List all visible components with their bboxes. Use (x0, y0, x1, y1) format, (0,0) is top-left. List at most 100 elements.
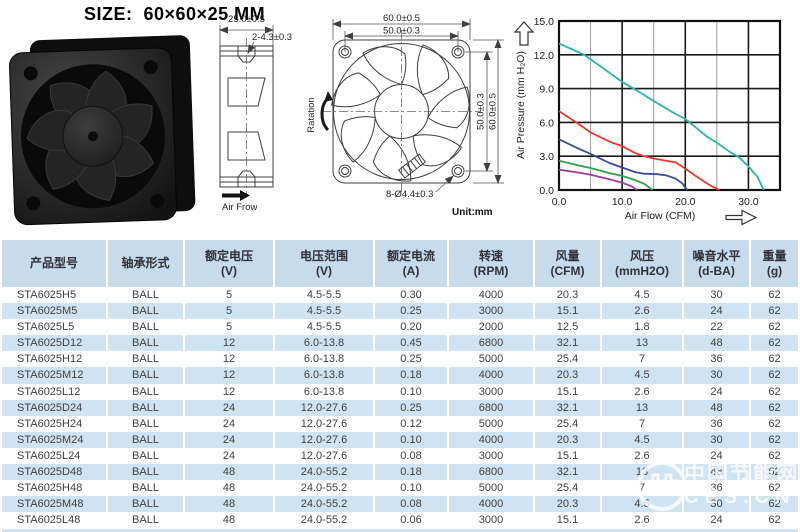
table-cell: 24 (185, 415, 273, 432)
table-cell: 0.10 (375, 480, 447, 497)
table-row: STA6025H12 BALL 12 6.0-13.8 0.25 5000 25.4 7 36 6… (2, 351, 798, 368)
model-cell: STA6025H5 (2, 287, 106, 304)
table-row: STA6025D48 BALL 48 24.0-55.2 0.18 6800 32.1 13 4… (2, 464, 798, 481)
column-header: 额定电压 (V) (185, 240, 273, 287)
front-hole-pitch-v-dim: 50.0±0.3 (476, 93, 487, 130)
table-cell: 4.5-5.5 (275, 287, 373, 304)
table-cell: 48 (185, 480, 273, 497)
series-curve-red (558, 110, 720, 191)
table-cell: BALL (108, 367, 183, 384)
table-cell: 36 (684, 415, 749, 432)
table-cell: 7 (602, 351, 682, 368)
table-cell: 48 (684, 335, 749, 352)
column-header: 噪音水平 (d-BA) (684, 240, 749, 287)
table-cell: 62 (751, 447, 798, 465)
tick-label: 3.0 (539, 151, 554, 163)
side-notch-dim: 2-4.3±0.3 (252, 32, 292, 43)
model-cell: STA6025D48 (2, 464, 106, 481)
front-outer-width-dim: 60.0±0.5 (383, 13, 420, 24)
model-cell: STA6025M48 (2, 496, 106, 513)
table-cell: 3000 (449, 447, 533, 465)
table-row: STA6025M12 BALL 12 6.0-13.8 0.18 4000 20.3 4.5 3… (2, 367, 798, 384)
table-row: STA6025M48 BALL 48 24.0-55.2 0.08 4000 20.3 4.5… (2, 496, 798, 513)
table-cell: 36 (684, 351, 749, 368)
table-row: STA6025H24 BALL 24 12.0-27.6 0.12 5000 25.4 7 36… (2, 415, 798, 432)
table-cell: 6.0-13.8 (275, 351, 373, 368)
side-view-drawing: 25.0±0.5 2-4.3±0.3 Air Frow (219, 14, 292, 213)
table-cell: BALL (108, 399, 183, 416)
table-cell: BALL (108, 351, 183, 368)
column-header: 风量 (CFM) (535, 240, 600, 287)
table-cell: BALL (108, 447, 183, 465)
table-cell: 62 (751, 303, 798, 320)
y-axis-label: Air Pressure (mm H₂O) (515, 51, 527, 159)
table-cell: 62 (751, 415, 798, 432)
table-cell: BALL (108, 431, 183, 448)
table-cell: 32.1 (535, 464, 600, 481)
table-cell: 7 (602, 480, 682, 497)
table-cell: BALL (108, 480, 183, 497)
table-cell: 4.5 (602, 431, 682, 448)
column-header: 转速 (RPM) (449, 240, 533, 287)
model-cell: STA6025D12 (2, 335, 106, 352)
table-cell: 0.08 (375, 496, 447, 513)
column-header: 重量 (g) (751, 240, 798, 287)
model-cell: STA6025H48 (2, 480, 106, 497)
table-cell: 5 (185, 303, 273, 320)
table-cell: 4.5 (602, 367, 682, 384)
side-thickness-dim: 25.0±0.5 (228, 14, 265, 25)
table-cell: 4000 (449, 496, 533, 513)
table-cell: 20.3 (535, 431, 600, 448)
rotation-arrow-icon (324, 91, 333, 102)
table-cell: 6800 (449, 399, 533, 416)
table-cell: 24 (185, 447, 273, 465)
table-cell: 4000 (449, 367, 533, 384)
table-cell: 24.0-55.2 (275, 480, 373, 497)
table-cell: 36 (684, 480, 749, 497)
table-cell: 5000 (449, 415, 533, 432)
table-cell: 20.3 (535, 367, 600, 384)
table-cell: 30 (684, 431, 749, 448)
spec-table: 产品型号 轴承形式 额定电压 (V) 电压范围 (V) 额定电流 (A) 转速 (RPM) 风量 (C… (0, 240, 800, 529)
table-cell: 2.6 (602, 303, 682, 320)
table-cell: 62 (751, 367, 798, 384)
table-cell: BALL (108, 512, 183, 529)
table-cell: 0.25 (375, 399, 447, 416)
model-cell: STA6025L5 (2, 319, 106, 336)
table-cell: 2.6 (602, 447, 682, 465)
table-header-row: 产品型号 轴承形式 额定电压 (V) 电压范围 (V) 额定电流 (A) 转速 (RPM) 风量 (C… (2, 240, 798, 287)
performance-chart: 0.0 10.0 20.0 30.0 0.0 3.0 6.0 9.0 12.0 15.0 Air … (512, 0, 800, 230)
table-cell: 62 (751, 464, 798, 481)
table-cell: 12.5 (535, 319, 600, 336)
table-cell: 12.0-27.6 (275, 431, 373, 448)
table-cell: 22 (684, 319, 749, 336)
table-cell: 12 (185, 367, 273, 384)
table-cell: 12.0-27.6 (275, 447, 373, 465)
table-cell: BALL (108, 383, 183, 400)
table-cell: 62 (751, 383, 798, 400)
table-cell: 62 (751, 496, 798, 513)
table-cell: 62 (751, 319, 798, 336)
table-cell: 30 (684, 367, 749, 384)
front-view-drawing: 60.0±0.5 50.0±0.3 Ratation (306, 13, 504, 218)
table-row: STA6025L5 BALL 5 4.5-5.5 0.20 2000 12.5 1.8 22 62 (2, 319, 798, 336)
table-cell: 13 (602, 464, 682, 481)
table-cell: 4.5-5.5 (275, 319, 373, 336)
table-cell: 5 (185, 319, 273, 336)
model-cell: STA6025H24 (2, 415, 106, 432)
table-cell: 6800 (449, 464, 533, 481)
table-cell: 32.1 (535, 335, 600, 352)
table-cell: 5000 (449, 480, 533, 497)
table-row: STA6025D12 BALL 12 6.0-13.8 0.45 6800 32.1 13 48… (2, 335, 798, 352)
table-cell: 0.25 (375, 303, 447, 320)
table-cell: 62 (751, 480, 798, 497)
column-header: 产品型号 (2, 240, 106, 287)
table-cell: 20.3 (535, 287, 600, 304)
table-cell: 0.18 (375, 464, 447, 481)
table-cell: BALL (108, 464, 183, 481)
table-cell: 62 (751, 399, 798, 416)
table-cell: 0.06 (375, 512, 447, 529)
table-cell: 30 (684, 287, 749, 304)
table-cell: 48 (185, 496, 273, 513)
model-cell: STA6025H12 (2, 351, 106, 368)
